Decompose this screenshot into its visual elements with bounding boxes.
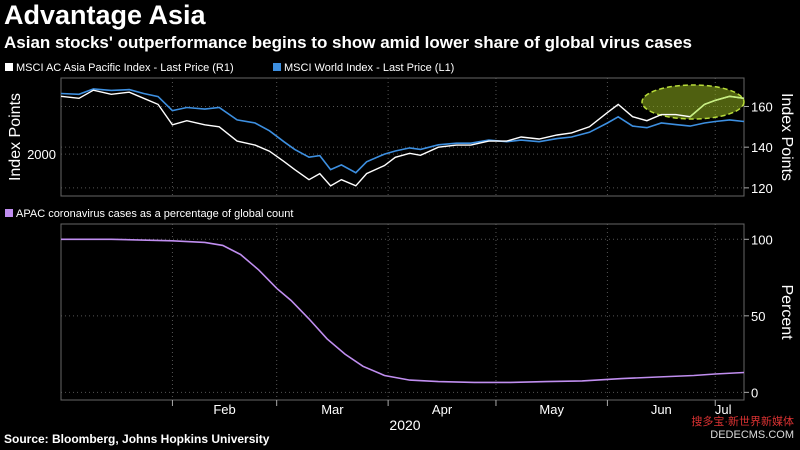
- x-tick-label: Mar: [321, 402, 344, 417]
- series-line-asia-highlight: [689, 95, 745, 118]
- x-axis-ticks: Feb Mar Apr May Jun Jul: [171, 400, 732, 417]
- series-line-asia: [60, 89, 745, 187]
- chart-title: Advantage Asia: [4, 0, 206, 30]
- right-axis-title-bottom: Percent: [778, 284, 795, 340]
- x-tick-label: Jun: [651, 402, 672, 417]
- month-gridlines: [171, 78, 716, 400]
- left-axis-title: Index Points: [7, 93, 24, 181]
- right-axis-ticks-top: 120 140 160: [744, 99, 773, 196]
- left-axis-ticks: 2000: [27, 147, 56, 162]
- right-tick-label-top: 140: [751, 140, 773, 155]
- legend-swatch-asia: [5, 63, 13, 71]
- series-line-world: [60, 88, 745, 174]
- legend-label-cases: APAC coronavirus cases as a percentage o…: [16, 208, 293, 220]
- top-panel-frame: [60, 77, 745, 197]
- right-tick-label-bottom: 100: [751, 232, 773, 247]
- chart-subtitle: Asian stocks' outperformance begins to s…: [4, 33, 693, 52]
- legend-swatch-cases: [5, 209, 13, 217]
- series-line-cases: [61, 238, 745, 384]
- left-tick-label: 2000: [27, 147, 56, 162]
- legend-swatch-world: [273, 63, 281, 71]
- source-note: Source: Bloomberg, Johns Hopkins Univers…: [4, 432, 270, 446]
- legend-label-asia: MSCI AC Asia Pacific Index - Last Price …: [16, 62, 234, 74]
- bottom-panel-grid: [61, 238, 744, 393]
- watermark-logo: 搜多宝·新世界新媒体 DEDECMS.COM: [691, 416, 794, 442]
- x-tick-label: Jul: [715, 402, 732, 417]
- highlight-ellipse: [641, 84, 745, 120]
- right-axis-ticks-bottom: 0 50 100: [744, 232, 773, 400]
- right-tick-label-bottom: 50: [751, 309, 765, 324]
- series-layer: [60, 88, 745, 384]
- watermark-line-1: 搜多宝·新世界新媒体: [691, 416, 794, 428]
- x-tick-label: May: [539, 402, 564, 417]
- x-axis-year: 2020: [389, 417, 420, 433]
- bottom-panel-frame: [60, 223, 745, 401]
- legend-label-world: MSCI World Index - Last Price (L1): [284, 62, 454, 74]
- right-tick-label-bottom: 0: [751, 385, 758, 400]
- watermark-line-2: DEDECMS.COM: [710, 429, 794, 441]
- right-tick-label-top: 120: [751, 181, 773, 196]
- right-tick-label-top: 160: [751, 99, 773, 114]
- x-tick-label: Apr: [432, 402, 453, 417]
- right-axis-title-top: Index Points: [778, 93, 795, 181]
- x-tick-label: Feb: [213, 402, 235, 417]
